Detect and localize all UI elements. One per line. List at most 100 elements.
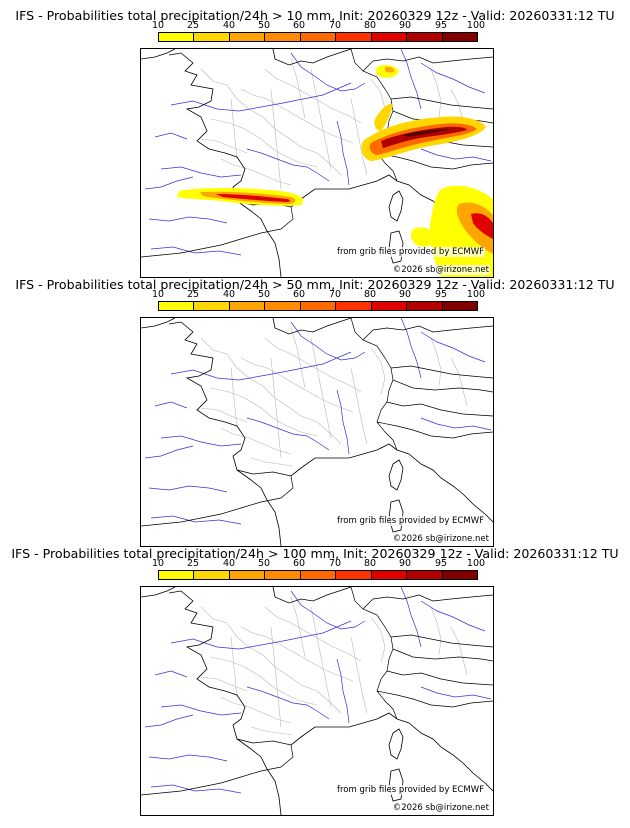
river: [420, 417, 492, 431]
colorbar-tick: 80: [363, 20, 377, 31]
department-boundary: [370, 347, 386, 395]
precip-area-italy-max: [471, 213, 493, 239]
department-boundary: [210, 656, 318, 706]
colorbar-tick: 70: [328, 289, 342, 300]
colorbar-tick: 80: [363, 289, 377, 300]
department-boundary: [270, 88, 282, 190]
colorbar-tick: 100: [466, 558, 486, 569]
river: [290, 590, 366, 630]
panel-title: IFS - Probabilities total precipitation/…: [15, 8, 615, 23]
colorbar-tick: 10: [151, 20, 165, 31]
coastline: [141, 49, 176, 60]
country-border: [390, 634, 493, 648]
colorbar-swatch: [300, 33, 337, 41]
department-boundary: [210, 118, 318, 168]
department-boundary: [220, 427, 292, 455]
colorbar-swatch: [194, 33, 230, 41]
precip-area-north-core: [385, 66, 395, 73]
river: [150, 784, 242, 794]
precip-area-jura: [374, 103, 393, 131]
river: [420, 62, 486, 94]
department-boundary: [200, 676, 248, 692]
colorbar-tick: 95: [434, 20, 448, 31]
colorbar-tick: 50: [257, 289, 271, 300]
colorbar-swatch: [229, 33, 266, 41]
colorbar-swatch: [300, 302, 337, 310]
river: [420, 686, 492, 700]
colorbar: [158, 32, 478, 42]
river: [420, 600, 486, 632]
colorbar-ticks: 10 25 40 50 60 70 80 90 95 100: [152, 558, 485, 569]
map-frame: from grib files provided by ECMWF ©2026 …: [140, 586, 494, 816]
river: [148, 485, 228, 493]
river: [336, 120, 350, 186]
colorbar-tick: 40: [222, 20, 236, 31]
country-border: [141, 467, 302, 527]
river: [336, 658, 350, 724]
colorbar-swatch: [229, 302, 266, 310]
country-border: [386, 670, 493, 686]
river: [160, 166, 242, 178]
department-boundary: [264, 337, 362, 393]
department-boundary: [350, 636, 368, 714]
department-boundary: [200, 138, 248, 154]
department-boundary: [240, 626, 354, 682]
river: [154, 670, 188, 678]
corsica-outline: [388, 190, 404, 222]
department-boundary: [310, 606, 332, 708]
colorbar-tick: 40: [222, 289, 236, 300]
colorbar-swatch: [265, 33, 301, 41]
river: [246, 417, 330, 451]
credit-copyright: ©2026 sb@irizone.net: [391, 534, 490, 544]
colorbar-swatch: [159, 33, 195, 41]
river: [154, 132, 188, 140]
department-boundary: [450, 357, 468, 407]
colorbar-tick: 10: [151, 558, 165, 569]
river: [144, 445, 194, 459]
department-boundary: [450, 626, 468, 676]
river: [150, 515, 242, 525]
department-boundary: [430, 337, 442, 387]
credit-copyright: ©2026 sb@irizone.net: [391, 265, 490, 275]
country-border: [386, 401, 493, 417]
country-border: [392, 379, 493, 393]
river: [290, 321, 366, 361]
colorbar-swatch: [407, 302, 443, 310]
colorbar-tick: 95: [434, 289, 448, 300]
coastline: [272, 49, 352, 66]
river: [150, 246, 242, 256]
department-boundary: [220, 696, 292, 724]
river: [420, 331, 486, 363]
river: [420, 148, 492, 162]
colorbar-tick: 100: [466, 20, 486, 31]
colorbar-swatch: [265, 571, 301, 579]
basemap: [141, 587, 493, 815]
corsica-outline: [388, 728, 404, 760]
colorbar-swatch: [407, 33, 443, 41]
department-boundary: [220, 158, 292, 186]
colorbar-swatch: [371, 33, 408, 41]
country-border: [390, 365, 493, 379]
credit-source: from grib files provided by ECMWF: [336, 785, 485, 795]
colorbar-swatch: [442, 33, 477, 41]
river: [144, 176, 194, 190]
colorbar: [158, 570, 478, 580]
colorbar-swatch: [194, 302, 230, 310]
coastline: [236, 738, 282, 815]
colorbar-swatch: [194, 571, 230, 579]
department-boundary: [430, 68, 442, 118]
map-panel-50mm: IFS - Probabilities total precipitation/…: [0, 277, 630, 547]
colorbar-swatch: [229, 571, 266, 579]
department-boundary: [200, 407, 248, 423]
colorbar-tick: 25: [186, 289, 200, 300]
colorbar-tick: 80: [363, 558, 377, 569]
coastline: [272, 587, 352, 604]
colorbar-tick: 60: [292, 289, 306, 300]
river: [148, 754, 228, 762]
country-border: [350, 318, 398, 451]
department-boundary: [350, 367, 368, 445]
river: [246, 148, 330, 182]
department-boundary: [210, 387, 318, 437]
credit-source: from grib files provided by ECMWF: [336, 247, 485, 257]
country-border: [362, 594, 493, 610]
